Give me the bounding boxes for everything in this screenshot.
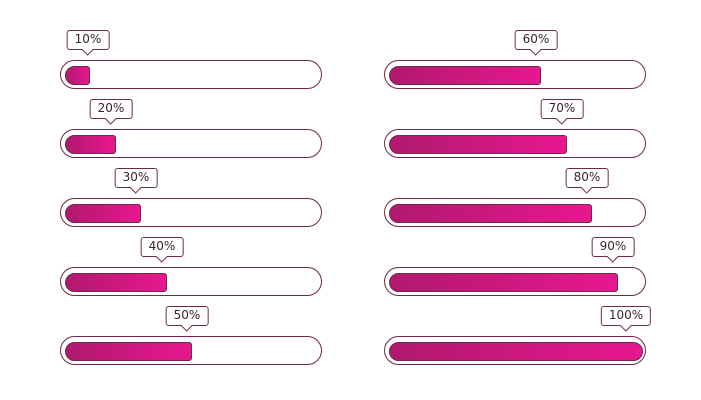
progress-fill bbox=[65, 342, 192, 361]
progress-track bbox=[60, 129, 322, 158]
progress-fill bbox=[389, 342, 643, 361]
progress-fill bbox=[389, 204, 592, 223]
progress-label-bubble: 30% bbox=[114, 168, 158, 188]
progress-label-bubble: 50% bbox=[165, 306, 209, 326]
progress-bar-30: 30% bbox=[60, 168, 322, 230]
progress-label-bubble: 100% bbox=[600, 306, 652, 326]
progress-fill bbox=[65, 204, 141, 223]
progress-fill bbox=[65, 273, 167, 292]
progress-track bbox=[60, 267, 322, 296]
progress-label-bubble: 90% bbox=[591, 237, 635, 257]
progress-fill bbox=[65, 135, 116, 154]
progress-bar-100: 100% bbox=[384, 306, 652, 368]
progress-fill bbox=[389, 66, 541, 85]
progress-label-bubble: 80% bbox=[565, 168, 609, 188]
progress-fill bbox=[389, 135, 567, 154]
progress-fill bbox=[65, 66, 90, 85]
progress-bar-90: 90% bbox=[384, 237, 646, 299]
progress-bar-50: 50% bbox=[60, 306, 322, 368]
progress-fill bbox=[389, 273, 618, 292]
progress-track bbox=[60, 198, 322, 227]
progress-track bbox=[60, 336, 322, 365]
progress-bar-20: 20% bbox=[60, 99, 322, 161]
progress-bar-10: 10% bbox=[60, 30, 322, 92]
progress-label-bubble: 70% bbox=[540, 99, 584, 119]
progress-track bbox=[384, 336, 646, 365]
progress-label-bubble: 10% bbox=[66, 30, 110, 50]
progress-track bbox=[384, 60, 646, 89]
progress-bar-60: 60% bbox=[384, 30, 646, 92]
progress-track bbox=[384, 198, 646, 227]
progress-track bbox=[384, 267, 646, 296]
progress-bar-80: 80% bbox=[384, 168, 646, 230]
progress-track bbox=[384, 129, 646, 158]
progress-bar-40: 40% bbox=[60, 237, 322, 299]
progress-bar-70: 70% bbox=[384, 99, 646, 161]
progress-label-bubble: 40% bbox=[140, 237, 184, 257]
progress-track bbox=[60, 60, 322, 89]
progress-label-bubble: 20% bbox=[89, 99, 133, 119]
progress-label-bubble: 60% bbox=[514, 30, 558, 50]
